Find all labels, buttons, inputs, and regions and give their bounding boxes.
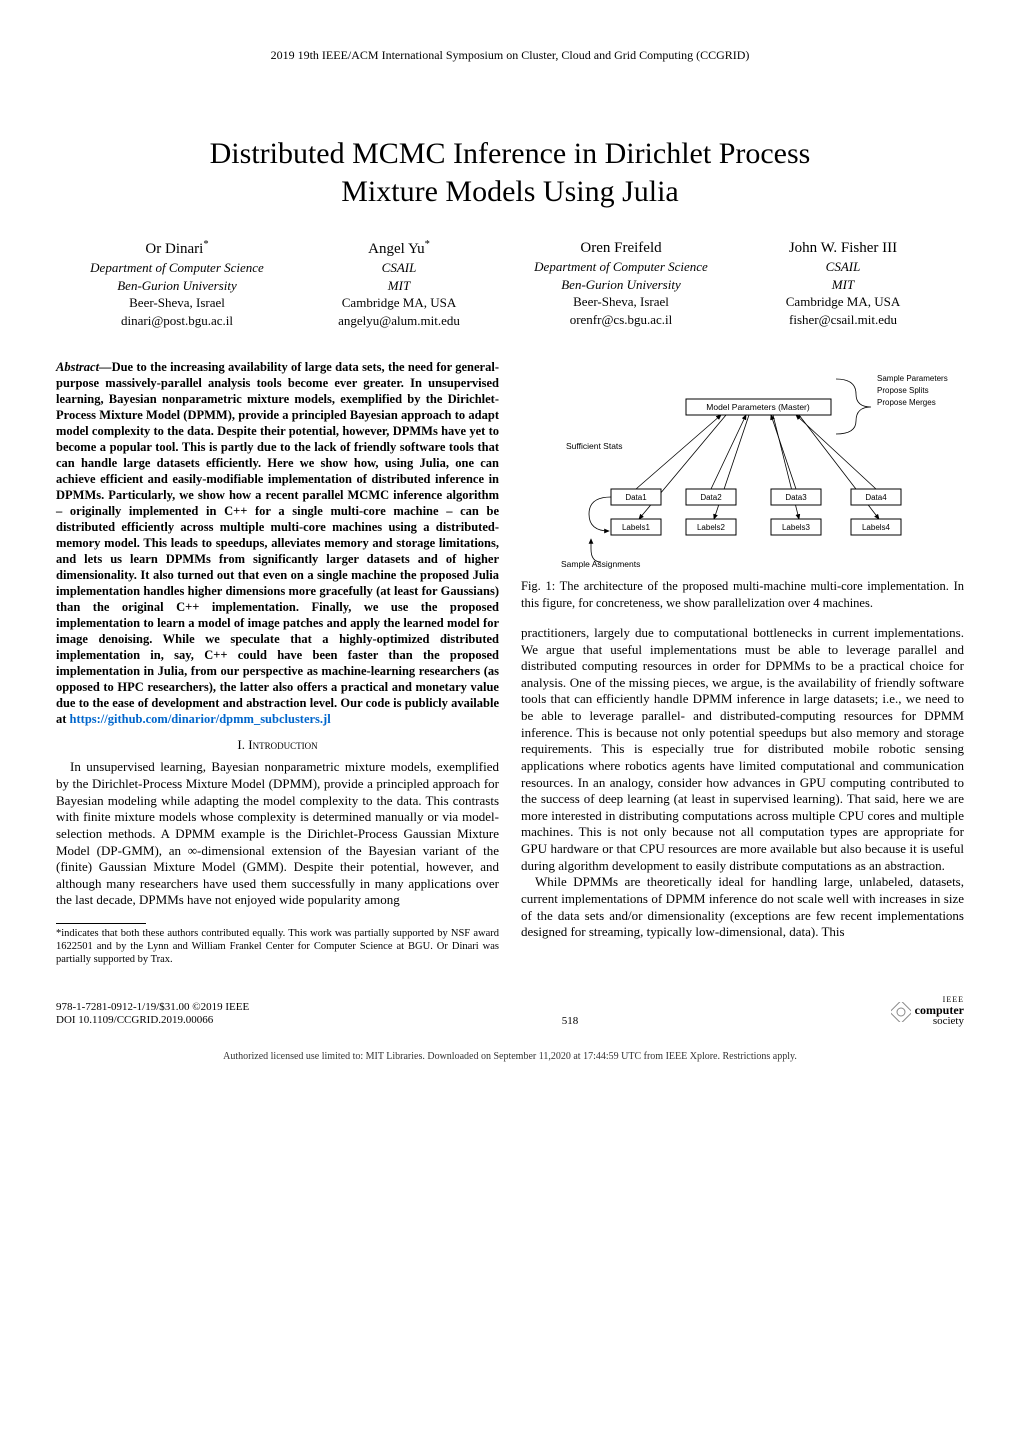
author-4-inst: MIT — [732, 276, 954, 294]
author-3-name: Oren Freifeld — [580, 240, 661, 256]
svg-text:Labels4: Labels4 — [862, 523, 891, 532]
abstract-body: Due to the increasing availability of la… — [56, 360, 499, 726]
author-1-name: Or Dinari — [145, 241, 203, 257]
author-2-name: Angel Yu — [368, 241, 425, 257]
figure-1-svg: Model Parameters (Master) Sample Paramet… — [521, 359, 961, 574]
bottom-bar: 978-1-7281-0912-1/19/$31.00 ©2019 IEEE D… — [56, 996, 964, 1027]
title-line-2: Mixture Models Using Julia — [341, 175, 679, 208]
copyright-line-2: DOI 10.1109/CCGRID.2019.00066 — [56, 1014, 249, 1027]
copyright-line-1: 978-1-7281-0912-1/19/$31.00 ©2019 IEEE — [56, 1001, 249, 1014]
abstract-label: Abstract— — [56, 360, 112, 374]
section-1-heading: I. Introduction — [56, 737, 499, 753]
svg-text:Propose Merges: Propose Merges — [877, 398, 936, 407]
svg-text:Data1: Data1 — [625, 493, 647, 502]
svg-text:Data3: Data3 — [785, 493, 807, 502]
author-1-inst: Ben-Gurion University — [66, 277, 288, 295]
author-3-email: orenfr@cs.bgu.ac.il — [510, 311, 732, 329]
author-block-1: Or Dinari* Department of Computer Scienc… — [66, 238, 288, 329]
author-4-city: Cambridge MA, USA — [732, 293, 954, 311]
author-4-dept: CSAIL — [732, 258, 954, 276]
footnote-rule — [56, 923, 146, 924]
authors-row: Or Dinari* Department of Computer Scienc… — [56, 238, 964, 329]
author-1-email: dinari@post.bgu.ac.il — [66, 312, 288, 330]
copyright: 978-1-7281-0912-1/19/$31.00 ©2019 IEEE D… — [56, 1001, 249, 1027]
svg-text:Propose Splits: Propose Splits — [877, 386, 929, 395]
author-block-2: Angel Yu* CSAIL MIT Cambridge MA, USA an… — [288, 238, 510, 329]
author-1-dept: Department of Computer Science — [66, 259, 288, 277]
ieee-logo: IEEE computer society — [891, 996, 964, 1027]
author-2-dept: CSAIL — [288, 259, 510, 277]
author-1-super: * — [203, 239, 208, 250]
ieee-text-3: society — [915, 1016, 964, 1027]
intro-paragraph-1: In unsupervised learning, Bayesian nonpa… — [56, 759, 499, 909]
left-column: Abstract—Due to the increasing availabil… — [56, 359, 499, 966]
author-4-name: John W. Fisher III — [789, 240, 897, 256]
author-3-inst: Ben-Gurion University — [510, 276, 732, 294]
right-column: Model Parameters (Master) Sample Paramet… — [521, 359, 964, 966]
author-2-email: angelyu@alum.mit.edu — [288, 312, 510, 330]
author-1-city: Beer-Sheva, Israel — [66, 294, 288, 312]
author-2-city: Cambridge MA, USA — [288, 294, 510, 312]
svg-text:Data4: Data4 — [865, 493, 887, 502]
conference-header: 2019 19th IEEE/ACM International Symposi… — [56, 48, 964, 63]
svg-text:Labels1: Labels1 — [622, 523, 651, 532]
author-4-email: fisher@csail.mit.edu — [732, 311, 954, 329]
svg-text:Sufficient Stats: Sufficient Stats — [566, 441, 623, 451]
footnote: *indicates that both these authors contr… — [56, 927, 499, 966]
svg-text:Labels3: Labels3 — [782, 523, 811, 532]
author-block-3: Oren Freifeld Department of Computer Sci… — [510, 238, 732, 329]
author-block-4: John W. Fisher III CSAIL MIT Cambridge M… — [732, 238, 954, 329]
page-number: 518 — [249, 1015, 890, 1027]
svg-text:Model Parameters (Master): Model Parameters (Master) — [706, 402, 810, 412]
svg-text:Data2: Data2 — [700, 493, 722, 502]
authorization-notice: Authorized licensed use limited to: MIT … — [56, 1051, 964, 1062]
svg-text:Sample Parameters: Sample Parameters — [877, 374, 948, 383]
figure-1: Model Parameters (Master) Sample Paramet… — [521, 359, 964, 611]
ieee-diamond-icon — [891, 1002, 911, 1022]
svg-text:Sample Assignments: Sample Assignments — [561, 559, 640, 569]
figure-1-caption: Fig. 1: The architecture of the proposed… — [521, 578, 964, 611]
title-line-1: Distributed MCMC Inference in Dirichlet … — [210, 137, 811, 170]
github-link[interactable]: https://github.com/dinarior/dpmm_subclus… — [70, 712, 331, 726]
author-3-city: Beer-Sheva, Israel — [510, 293, 732, 311]
svg-text:Labels2: Labels2 — [697, 523, 726, 532]
paper-title: Distributed MCMC Inference in Dirichlet … — [56, 135, 964, 210]
col2-paragraph-1: practitioners, largely due to computatio… — [521, 625, 964, 874]
col2-paragraph-2: While DPMMs are theoretically ideal for … — [521, 874, 964, 941]
author-3-dept: Department of Computer Science — [510, 258, 732, 276]
author-2-super: * — [425, 239, 430, 250]
two-column-layout: Abstract—Due to the increasing availabil… — [56, 359, 964, 966]
author-2-inst: MIT — [288, 277, 510, 295]
abstract: Abstract—Due to the increasing availabil… — [56, 359, 499, 727]
